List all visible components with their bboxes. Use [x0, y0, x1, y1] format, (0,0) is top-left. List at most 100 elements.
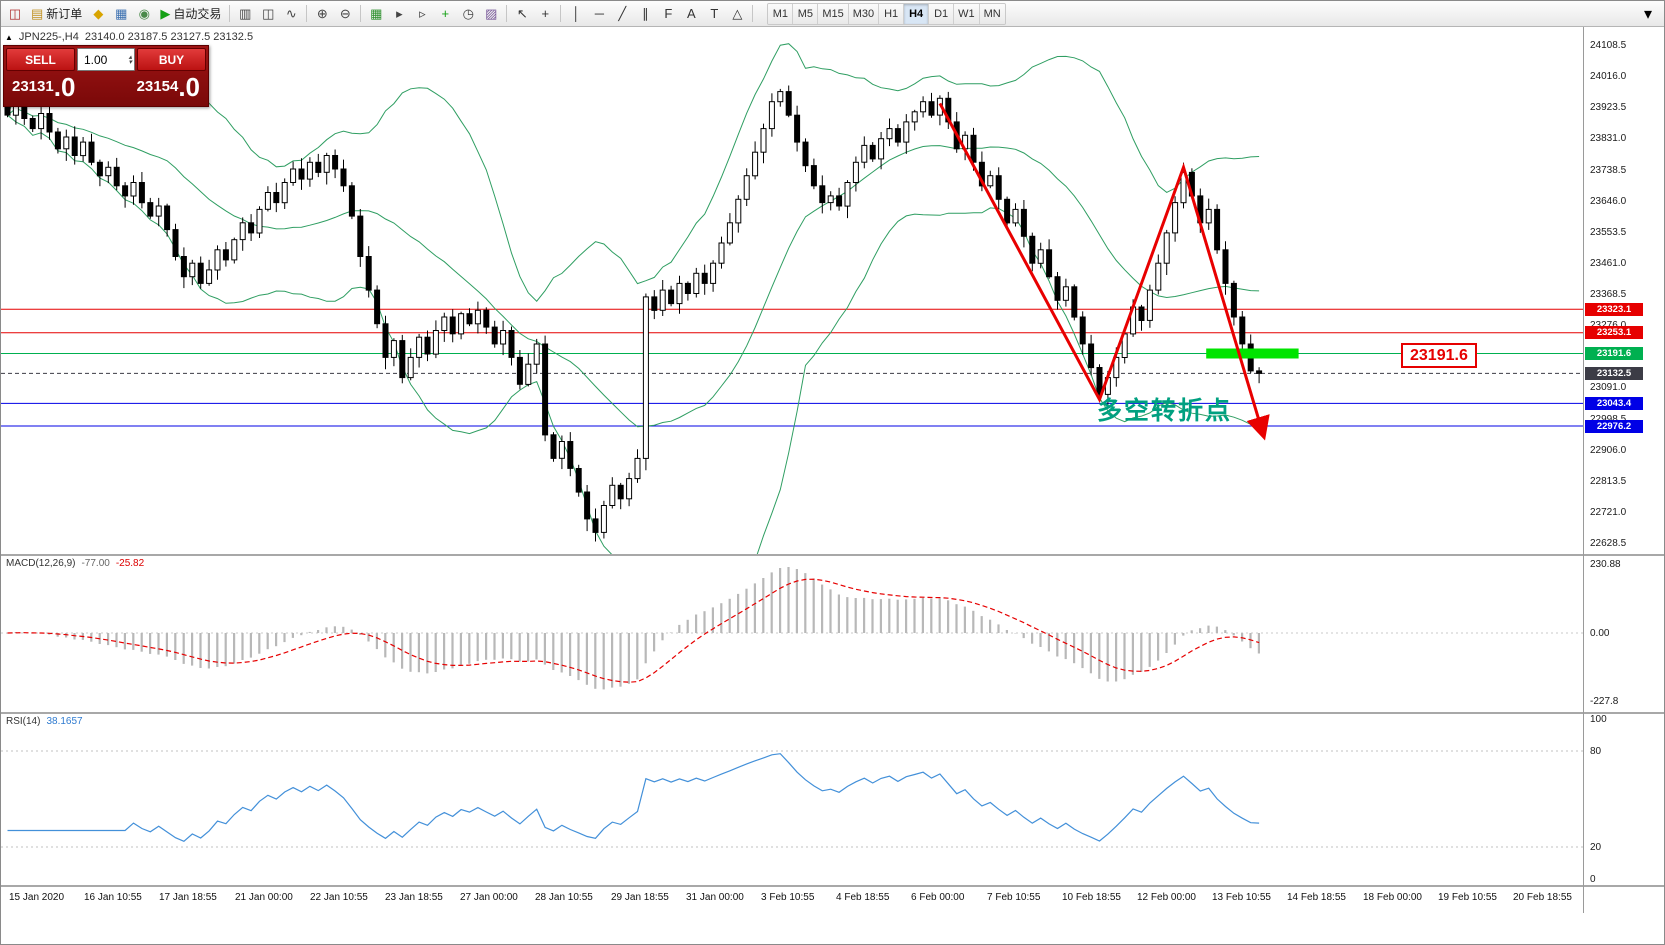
crosshair-button[interactable]: + — [534, 3, 556, 25]
rsi-tick: 20 — [1590, 842, 1602, 853]
time-tick: 29 Jan 18:55 — [611, 892, 669, 903]
level-price-tag: 23043.4 — [1585, 397, 1643, 410]
fibonacci-icon: F — [664, 6, 673, 21]
turning-point-annotation[interactable]: 多空转折点 — [1097, 397, 1233, 425]
chart-title: ▲ JPN225-,H4 23140.0 23187.5 23127.5 231… — [5, 31, 253, 43]
zoom-in-button[interactable]: ⊕ — [311, 3, 333, 25]
metaeditor-icon: ◆ — [93, 6, 104, 21]
text-button[interactable]: A — [680, 3, 702, 25]
level-price-tag: 23253.1 — [1585, 326, 1643, 339]
zoom-out-button[interactable]: ⊖ — [334, 3, 356, 25]
new-order-icon: ▤ — [31, 6, 44, 21]
periods-button[interactable]: ◷ — [457, 3, 479, 25]
timeframe-h4-button[interactable]: H4 — [904, 3, 930, 24]
timeframe-d1-button[interactable]: D1 — [929, 3, 955, 24]
macd-label: MACD(12,26,9) -77.00 -25.82 — [6, 558, 145, 569]
horizontal-line-button[interactable]: ─ — [588, 3, 610, 25]
tile-windows-button[interactable]: ▦ — [365, 3, 387, 25]
rsi-chart[interactable] — [1, 714, 1583, 885]
trendline-icon: ╱ — [618, 6, 627, 21]
arrows-dropdown-button[interactable]: △ — [726, 3, 748, 25]
text-label-button[interactable]: T — [703, 3, 725, 25]
fibonacci-button[interactable]: F — [657, 3, 679, 25]
text-icon: A — [686, 6, 696, 21]
bar-chart-mode-button[interactable]: ▥ — [234, 3, 256, 25]
time-tick: 12 Feb 00:00 — [1137, 892, 1196, 903]
toolbar-overflow-button[interactable]: ▾ — [1643, 5, 1653, 23]
timeframe-mn-button[interactable]: MN — [979, 3, 1005, 24]
panel-separator[interactable] — [1, 885, 1664, 887]
price-chart[interactable] — [1, 27, 1583, 554]
timeframe-m30-button[interactable]: M30 — [848, 3, 880, 24]
price-callout[interactable]: 23191.6 — [1401, 343, 1477, 368]
timeframe-m5-button[interactable]: M5 — [793, 3, 819, 24]
cursor-button[interactable]: ↖ — [511, 3, 533, 25]
volume-input[interactable]: 1.00 ▴ ▾ — [77, 48, 135, 71]
autotrading-icon: ▶ — [160, 6, 171, 21]
time-axis[interactable]: 15 Jan 2020 16 Jan 10:55 17 Jan 18:55 21 Ja… — [1, 887, 1664, 913]
time-tick: 28 Jan 10:55 — [535, 892, 593, 903]
price-tick: 23091.0 — [1590, 382, 1627, 393]
ohlc-values: 23140.0 23187.5 23127.5 23132.5 — [84, 31, 254, 43]
toolbar-right: ▾ — [1637, 3, 1663, 25]
timeframe-m15-button[interactable]: M15 — [818, 3, 849, 24]
autotrading-label: 自动交易 — [173, 7, 222, 21]
templates-button[interactable]: ▨ — [480, 3, 502, 25]
new-chart-button[interactable]: ◫ — [4, 3, 26, 25]
navigator-button[interactable]: ◉ — [133, 3, 155, 25]
price-tick: 22906.0 — [1590, 445, 1627, 456]
time-tick: 20 Feb 18:55 — [1513, 892, 1572, 903]
line-chart-mode-icon: ∿ — [285, 6, 297, 21]
indicators-button[interactable]: + — [434, 3, 456, 25]
time-tick: 31 Jan 00:00 — [686, 892, 744, 903]
chart-shift-button[interactable]: ▹ — [411, 3, 433, 25]
time-tick: 3 Feb 10:55 — [761, 892, 815, 903]
market-watch-button[interactable]: ▦ — [110, 3, 132, 25]
rsi-tick: 100 — [1590, 714, 1607, 725]
metaeditor-button[interactable]: ◆ — [87, 3, 109, 25]
macd-axis[interactable]: 230.88 0.00 -227.8 — [1584, 556, 1664, 712]
rsi-value: 38.1657 — [46, 716, 83, 727]
toolbar-separator — [752, 5, 754, 22]
equidistant-channel-button[interactable]: ∥ — [634, 3, 656, 25]
panel-separator[interactable] — [1, 554, 1664, 556]
sell-button[interactable]: SELL — [6, 48, 75, 71]
rsi-tick: 0 — [1590, 874, 1596, 885]
trendline-button[interactable]: ╱ — [611, 3, 633, 25]
time-tick: 19 Feb 10:55 — [1438, 892, 1497, 903]
macd-chart[interactable] — [1, 556, 1583, 712]
panel-separator[interactable] — [1, 712, 1664, 714]
current-price-tag: 23132.5 — [1585, 367, 1643, 380]
cursor-icon: ↖ — [516, 6, 528, 21]
vertical-line-button[interactable]: │ — [565, 3, 587, 25]
toolbar-separator — [229, 5, 231, 22]
new-chart-icon: ◫ — [8, 6, 22, 21]
auto-scroll-button[interactable]: ▸ — [388, 3, 410, 25]
time-tick: 13 Feb 10:55 — [1212, 892, 1271, 903]
timeframe-h1-button[interactable]: H1 — [879, 3, 905, 24]
macd-tick: 0.00 — [1590, 628, 1610, 639]
timeframe-w1-button[interactable]: W1 — [954, 3, 980, 24]
time-tick: 10 Feb 18:55 — [1062, 892, 1121, 903]
timeframe-m1-button[interactable]: M1 — [768, 3, 794, 24]
time-tick: 23 Jan 18:55 — [385, 892, 443, 903]
new-order-button[interactable]: ▤ 新订单 — [27, 3, 86, 25]
indicators-icon: + — [441, 6, 450, 21]
spinner-down-icon[interactable]: ▾ — [128, 58, 132, 66]
line-chart-mode-button[interactable]: ∿ — [280, 3, 302, 25]
time-tick: 7 Feb 10:55 — [987, 892, 1041, 903]
spinner-up-icon[interactable]: ▴ — [128, 53, 132, 61]
candlestick-mode-button[interactable]: ◫ — [257, 3, 279, 25]
panel-collapse-icon[interactable]: ▲ — [5, 32, 13, 42]
buy-button[interactable]: BUY — [137, 48, 206, 71]
time-tick: 6 Feb 00:00 — [911, 892, 965, 903]
rsi-axis[interactable]: 100 80 20 0 — [1584, 714, 1664, 885]
price-tick: 23276.0 — [1590, 320, 1626, 331]
autotrading-button[interactable]: ▶ 自动交易 — [156, 3, 225, 25]
price-tick: 22813.5 — [1590, 476, 1627, 487]
new-order-label: 新订单 — [46, 7, 83, 21]
price-axis[interactable]: 24108.5 24016.0 23923.5 23831.0 23738.5 23646… — [1584, 27, 1664, 554]
toolbar: ◫ ▤ 新订单 ◆ ▦ ◉ ▶ 自动交易 ▥ ◫ ∿ ⊕ ⊖ ▦ ▸ ▹ + ◷ ▨ ↖ + │ ─ ╱ ∥ F A T △ M1 M5 M1… — [1, 1, 1664, 27]
volume-spinner[interactable]: ▴ ▾ — [128, 53, 132, 66]
